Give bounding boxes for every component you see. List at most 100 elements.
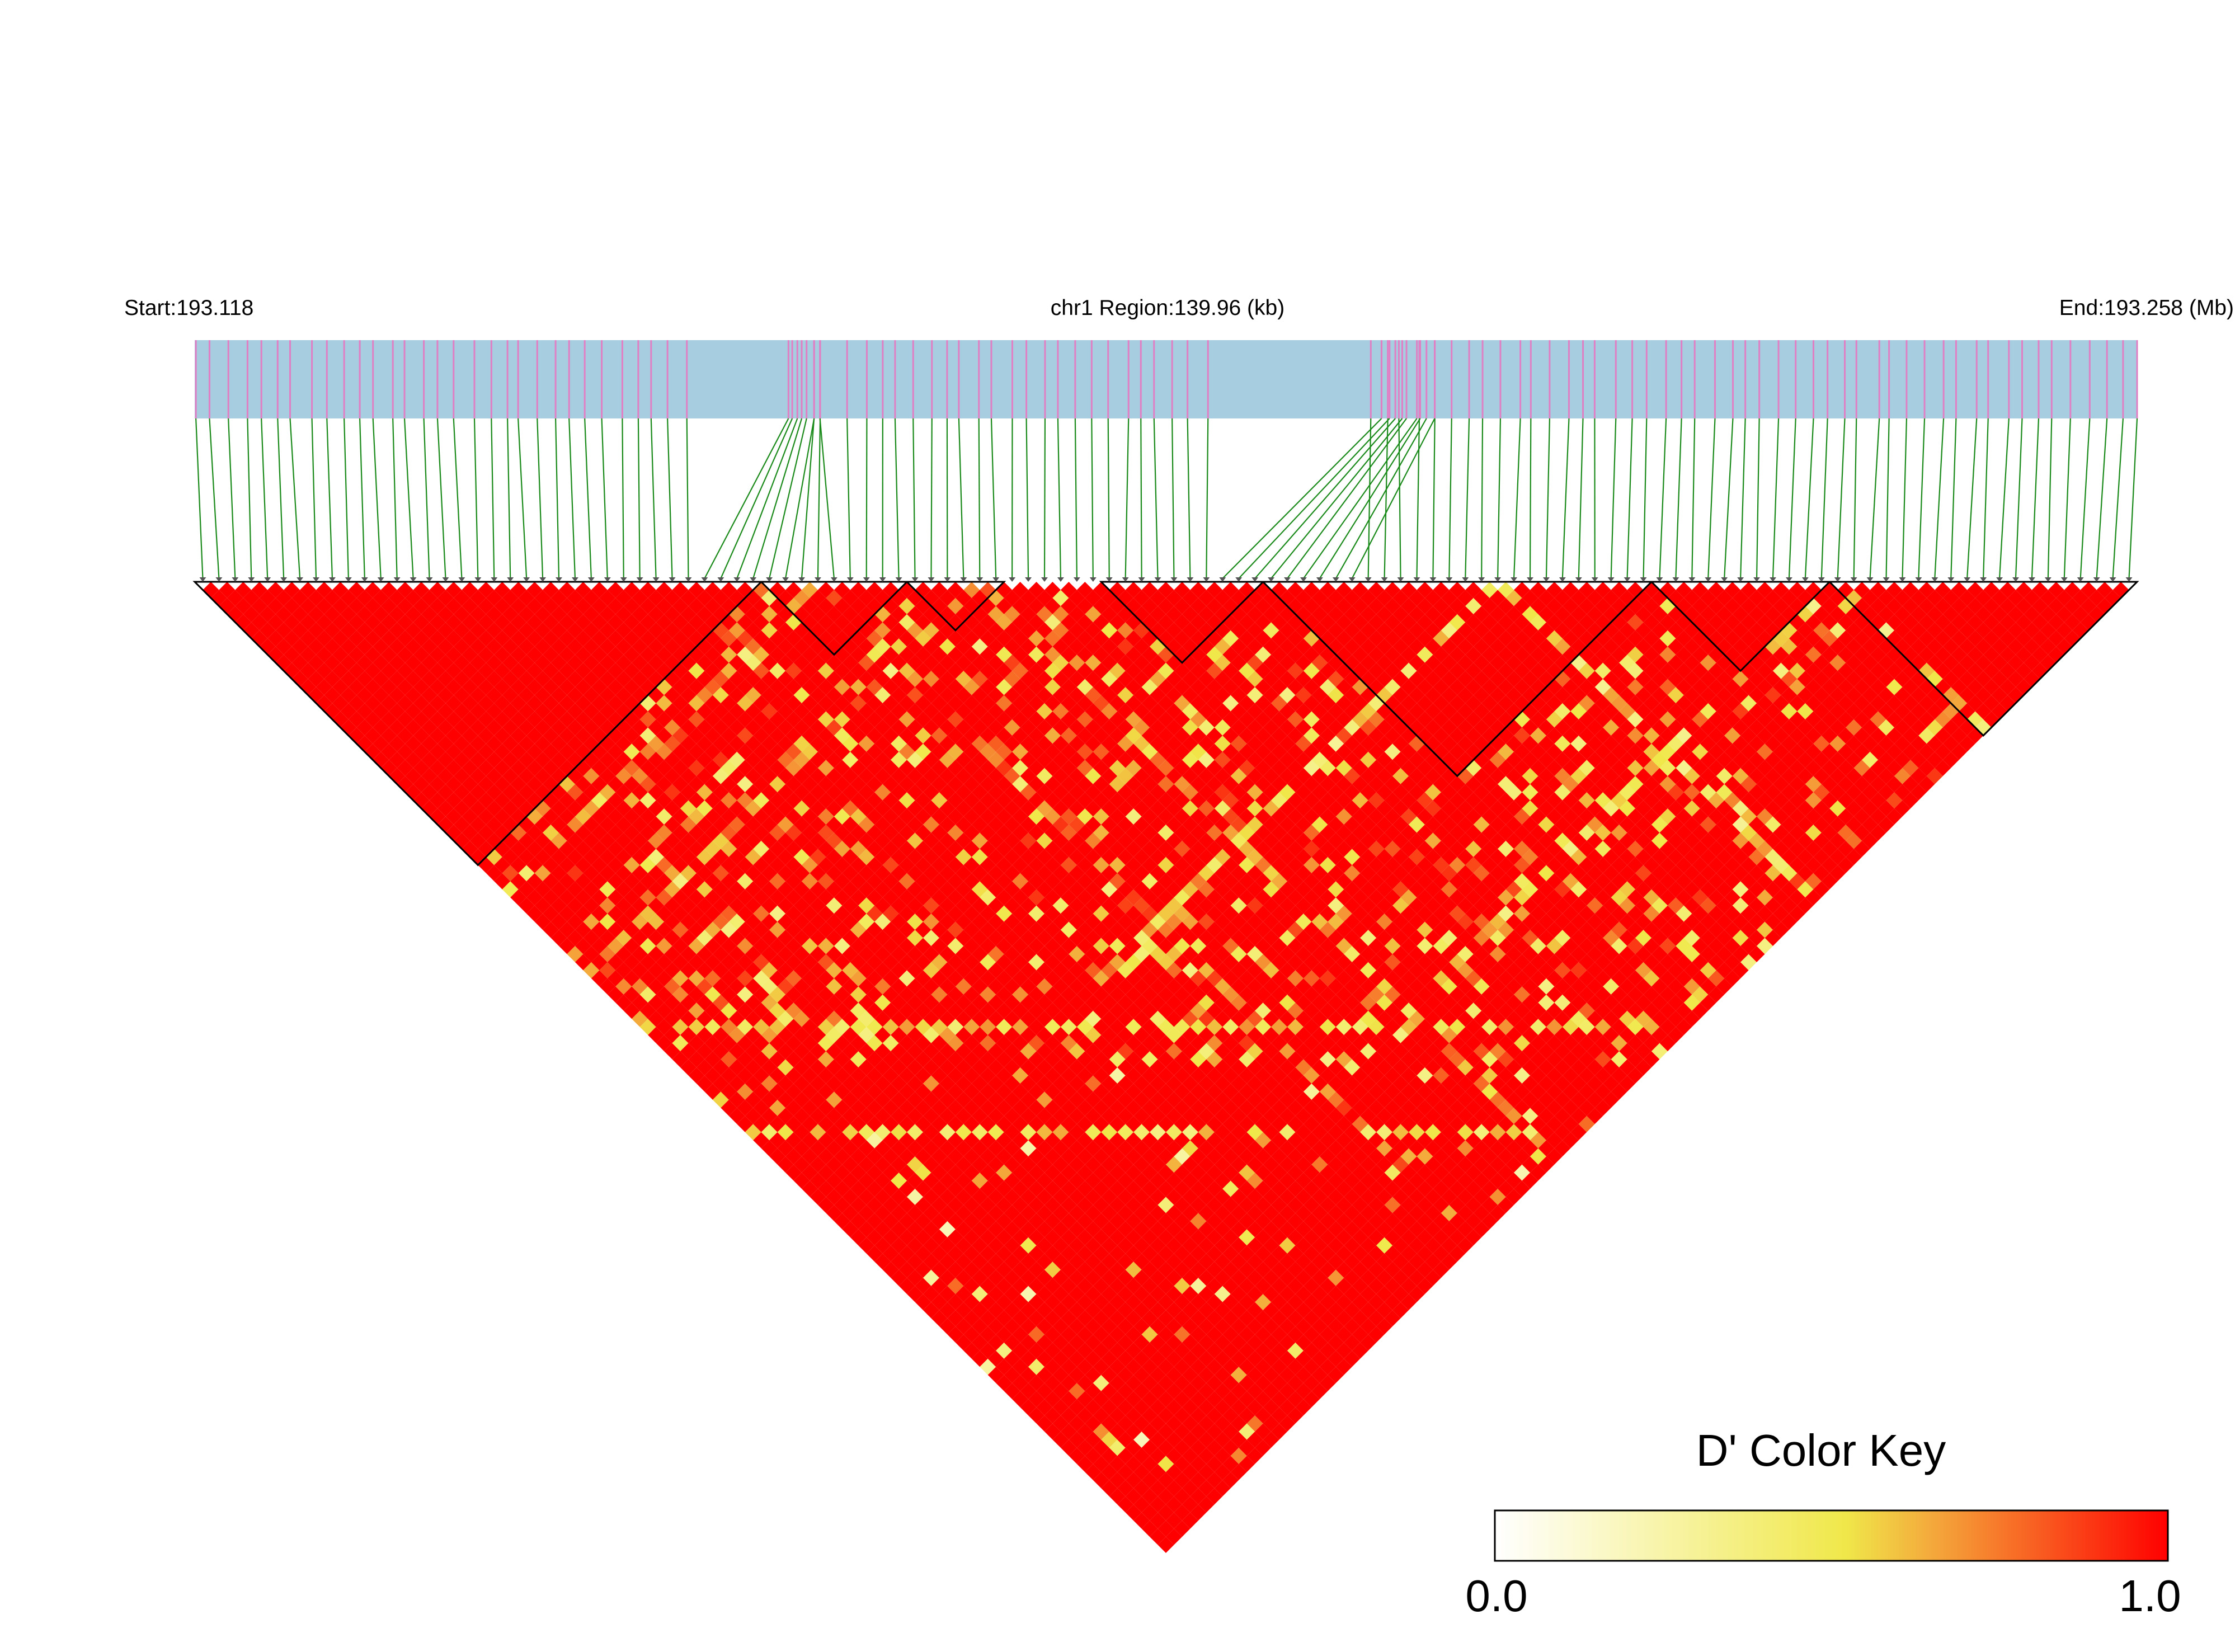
ld-cell — [1384, 1035, 1401, 1052]
ld-cell — [1198, 1059, 1215, 1076]
ld-cell — [1190, 1310, 1207, 1326]
ld-cell — [583, 590, 600, 606]
ld-cell — [947, 970, 964, 987]
ld-cell — [737, 760, 754, 776]
ld-cell — [1174, 825, 1191, 841]
ld-cell — [1489, 1075, 1506, 1092]
ld-cell — [607, 614, 624, 630]
ld-cell — [1036, 1075, 1053, 1092]
ld-cell — [1109, 1358, 1126, 1375]
ld-cell — [1287, 986, 1304, 1003]
ld-cell — [1060, 1164, 1077, 1181]
ld-cell — [421, 590, 437, 606]
ld-cell — [413, 711, 430, 728]
ld-cell — [745, 638, 761, 655]
ld-cell — [356, 655, 373, 671]
ld-cell — [987, 1059, 1004, 1076]
ld-cell — [1020, 1091, 1037, 1108]
ld-cell — [1101, 1415, 1118, 1432]
ld-cell — [866, 1229, 883, 1246]
ld-cell — [502, 832, 519, 849]
ld-cell — [1263, 1059, 1279, 1076]
ld-cell — [1424, 1075, 1441, 1092]
ld-cell — [1069, 768, 1085, 784]
ld-cell — [664, 930, 680, 946]
ld-cell — [882, 1180, 899, 1197]
ld-cell — [737, 954, 754, 971]
ld-cell — [1246, 1043, 1263, 1060]
ld-cell — [898, 1278, 915, 1295]
ld-cell — [1198, 897, 1215, 914]
ld-cell — [1392, 1156, 1409, 1173]
ld-cell — [1295, 914, 1312, 930]
ld-cell — [615, 590, 632, 606]
ld-cell — [1230, 930, 1247, 946]
snp-connector — [1837, 418, 1846, 579]
ld-cell — [1239, 921, 1255, 938]
ld-cell — [802, 1051, 818, 1067]
ld-cell — [1344, 1108, 1361, 1124]
ld-cell — [1036, 1221, 1053, 1237]
ld-cell — [639, 938, 656, 954]
ld-cell — [1052, 1091, 1069, 1108]
ld-cell — [332, 597, 349, 614]
ld-cell — [494, 808, 511, 825]
ld-cell — [753, 597, 770, 614]
ld-cell — [543, 662, 559, 679]
ld-cell — [891, 1253, 907, 1270]
ld-cell — [559, 840, 575, 857]
ld-cell — [1133, 914, 1150, 930]
ld-cell — [931, 1180, 948, 1197]
ld-cell — [826, 1204, 843, 1221]
ld-cell — [688, 695, 705, 712]
ld-cell — [356, 590, 373, 606]
ld-cell — [1076, 1326, 1093, 1343]
ld-cell — [1020, 590, 1037, 606]
ld-cell — [793, 751, 810, 768]
ld-cell — [1352, 938, 1368, 954]
ld-cell — [1271, 970, 1287, 987]
ld-cell — [1255, 1439, 1272, 1456]
ld-cell — [1255, 1197, 1272, 1213]
ld-cell — [1190, 1099, 1207, 1116]
ld-cell — [1546, 1148, 1563, 1165]
ld-cell — [826, 1108, 843, 1124]
ld-cell — [275, 590, 292, 606]
ld-cell — [858, 622, 875, 639]
ld-cell — [1206, 1164, 1223, 1181]
ld-cell — [810, 768, 826, 784]
ld-cell — [364, 711, 381, 728]
ld-cell — [1344, 1156, 1361, 1173]
ld-cell — [1036, 1124, 1053, 1141]
ld-cell — [364, 646, 381, 663]
ld-cell — [373, 671, 389, 688]
ld-cell — [1150, 962, 1166, 978]
ld-cell — [550, 768, 567, 784]
ld-cell — [834, 1180, 850, 1197]
ld-cell — [348, 614, 365, 630]
ld-cell — [1158, 727, 1174, 744]
ld-cell — [810, 865, 826, 882]
ld-cell — [300, 662, 316, 679]
ld-cell — [664, 978, 680, 995]
ld-cell — [850, 970, 867, 987]
ld-cell — [947, 1197, 964, 1213]
ld-cell — [300, 597, 316, 614]
ld-cell — [380, 743, 397, 760]
ld-cell — [1174, 889, 1191, 906]
snp-connector — [1561, 418, 1570, 579]
ld-cell — [639, 986, 656, 1003]
ld-cell — [429, 679, 446, 695]
ld-cell — [615, 768, 632, 784]
ld-cell — [1214, 816, 1231, 833]
ld-cell — [1101, 1480, 1118, 1496]
ld-cell — [1514, 1132, 1530, 1149]
ld-cell — [1255, 1262, 1272, 1278]
ld-cell — [1044, 1278, 1061, 1295]
ld-cell — [469, 784, 486, 801]
ld-cell — [1109, 1180, 1126, 1197]
ld-cell — [1150, 1496, 1166, 1513]
ld-cell — [882, 938, 899, 954]
ld-cell — [1424, 1108, 1441, 1124]
ld-cell — [639, 970, 656, 987]
